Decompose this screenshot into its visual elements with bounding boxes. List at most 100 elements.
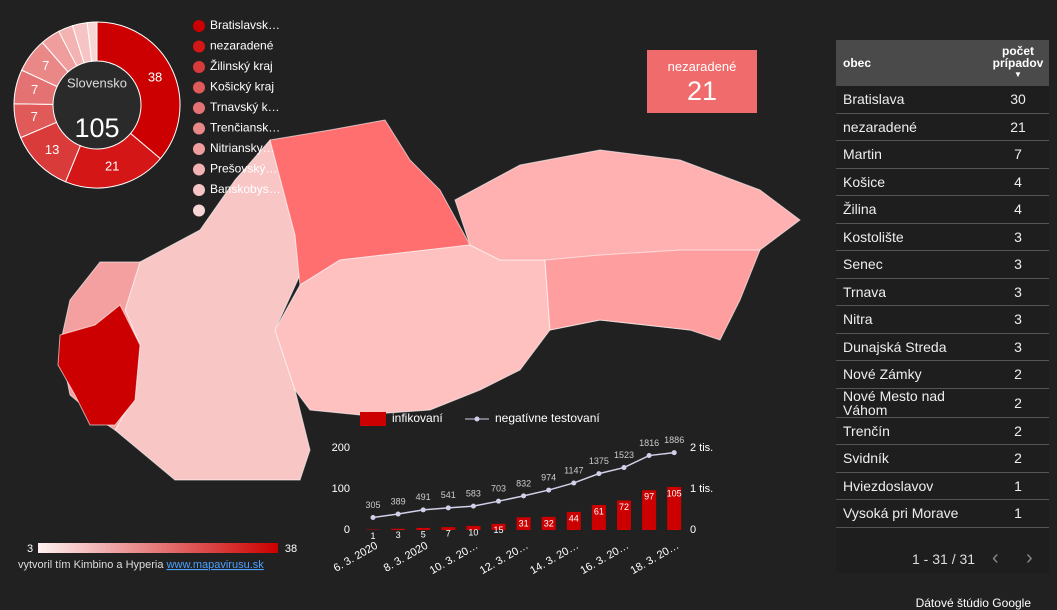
segment-label: 13	[45, 142, 59, 157]
y-tick-label: 0	[344, 524, 350, 536]
table-row[interactable]: Trenčín 2	[836, 418, 1049, 445]
x-tick-label: 16. 3. 20…	[578, 540, 631, 577]
x-tick-label: 18. 3. 20…	[629, 540, 682, 577]
table-row[interactable]: Vysoká pri Morave 1	[836, 500, 1049, 528]
y2-tick-label: 1 tis.	[690, 483, 713, 495]
line-point	[596, 471, 602, 477]
donut-segment	[86, 21, 98, 62]
x-tick-label: 12. 3. 20…	[478, 540, 531, 577]
line-label: 1147	[564, 465, 583, 475]
legend-label: infikovaní	[392, 411, 443, 425]
cell-name: Dunajská Streda	[843, 338, 947, 355]
cell-name: Košice	[843, 173, 886, 190]
legend-label: nezaradené	[210, 39, 274, 53]
credit: vytvoril tím Kimbino a Hyperia www.mapav…	[18, 559, 264, 571]
table-row[interactable]: nezaradené 21	[836, 114, 1049, 141]
bar-label: 31	[519, 519, 529, 529]
legend-dot	[193, 184, 205, 196]
line-point	[445, 505, 451, 511]
x-tick-label: 10. 3. 20…	[428, 540, 481, 577]
credit-link[interactable]: www.mapavirusu.sk	[166, 559, 265, 571]
line-point	[370, 514, 376, 520]
donut-segment	[96, 21, 181, 160]
bar-label: 7	[446, 529, 451, 539]
cell-name: nezaradené	[843, 118, 917, 135]
legend-label: negatívne testovaní	[495, 411, 600, 425]
table-row[interactable]: Nové Mesto nad Váhom 2	[836, 389, 1049, 418]
prev-page[interactable]: ‹	[992, 547, 999, 569]
col-header[interactable]: obec	[843, 56, 872, 70]
line-label: 1886	[664, 435, 684, 445]
cell-count: 1	[1014, 505, 1022, 522]
line-point	[646, 453, 652, 459]
table-row[interactable]: Dunajská Streda 3	[836, 334, 1049, 361]
line-point	[621, 465, 627, 471]
legend-label: Bratislavsk…	[210, 18, 280, 32]
legend-label: Žilinský kraj	[210, 58, 273, 73]
pager: 1 - 31 / 31 ‹ ›	[836, 545, 1049, 573]
table-row[interactable]: Kostolište 3	[836, 224, 1049, 251]
bar-label: 44	[569, 513, 579, 523]
bar-label: 72	[619, 502, 629, 512]
legend-dot	[193, 122, 205, 135]
bar	[491, 523, 506, 530]
line-point	[521, 493, 527, 499]
y2-tick-label: 0	[690, 524, 696, 536]
y-tick-label: 200	[332, 442, 350, 454]
bar	[416, 527, 431, 530]
legend-label: Trnavský k…	[210, 100, 280, 114]
cell-count: 4	[1014, 173, 1022, 190]
table-row[interactable]: Bratislava 30	[836, 86, 1049, 114]
legend-dot	[193, 81, 205, 94]
table-row[interactable]: Hviezdoslavov 1	[836, 473, 1049, 500]
scale-min: 3	[27, 543, 33, 555]
bar-label: 97	[644, 492, 654, 502]
cell-count: 3	[1014, 283, 1022, 300]
legend-label: Banskobys…	[210, 182, 281, 196]
table-row[interactable]: Košice 4	[836, 169, 1049, 196]
cell-name: Martin	[843, 146, 882, 163]
region	[269, 119, 471, 286]
col-header-text: počet prípadov	[992, 44, 1044, 70]
cell-name: Nitra	[843, 311, 873, 328]
legend-label: Trenčiansk…	[210, 121, 280, 135]
table-row[interactable]: Nové Zámky 2	[836, 361, 1049, 389]
legend-dot	[193, 102, 205, 114]
table-row[interactable]: Žilina 4	[836, 196, 1049, 224]
table-row[interactable]: Svidník 2	[836, 445, 1049, 473]
bar-label: 1	[370, 531, 375, 541]
line-label: 389	[391, 496, 406, 506]
line-label: 974	[541, 472, 556, 482]
bar	[617, 500, 631, 530]
bar	[441, 527, 456, 530]
segment-label: 21	[105, 159, 119, 174]
cell-name: Vysoká pri Morave	[843, 505, 959, 522]
table-row[interactable]: Senec 3	[836, 251, 1049, 279]
segment-label: 38	[148, 70, 162, 85]
table-header: obec počet prípadov ▼	[836, 40, 1049, 86]
bar-label: 15	[493, 525, 503, 535]
line-point	[671, 450, 677, 456]
bar-label: 61	[594, 506, 604, 516]
table-row[interactable]: Martin 7	[836, 141, 1049, 169]
table: obec počet prípadov ▼ Bratislava 30 nezarad…	[836, 40, 1049, 570]
table-row[interactable]: Nitra 3	[836, 306, 1049, 334]
scale-max: 38	[285, 543, 297, 555]
next-page[interactable]: ›	[1026, 547, 1033, 569]
region	[57, 304, 141, 426]
legend-label: Prešovský…	[210, 162, 277, 176]
table-row[interactable]: Trnava 3	[836, 279, 1049, 306]
legend-swatch	[360, 412, 386, 426]
x-tick-label: 6. 3. 2020	[332, 540, 380, 575]
map-scale	[38, 543, 278, 553]
legend-label: Nitriansky…	[210, 141, 275, 155]
legend-dot	[474, 416, 480, 422]
cell-count: 30	[1010, 91, 1026, 108]
credit-text: vytvoril tím Kimbino a Hyperia	[18, 559, 164, 571]
cell-count: 2	[1014, 422, 1022, 439]
cell-count: 2	[1014, 366, 1022, 383]
cell-count: 3	[1014, 256, 1022, 273]
donut-center	[53, 61, 141, 149]
col-header[interactable]: počet prípadov ▼	[987, 45, 1049, 81]
kpi-card: nezaradené 21	[647, 50, 757, 113]
